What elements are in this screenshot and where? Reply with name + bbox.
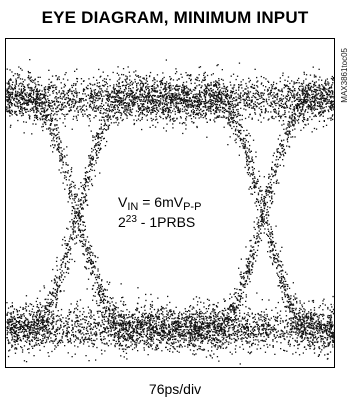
prbs-annotation: 223 - 1PRBS: [118, 214, 196, 230]
chart-title: EYE DIAGRAM, MINIMUM INPUT: [41, 8, 309, 27]
vin-annotation: VIN = 6mVP-P: [118, 194, 202, 213]
x-axis-label: 76ps/div: [148, 381, 202, 397]
plot-area: [5, 38, 335, 368]
eye-noise-layer: [6, 59, 335, 365]
eye-diagram-plot: [5, 38, 335, 368]
figure-code: MAX3861toc05: [340, 48, 349, 103]
